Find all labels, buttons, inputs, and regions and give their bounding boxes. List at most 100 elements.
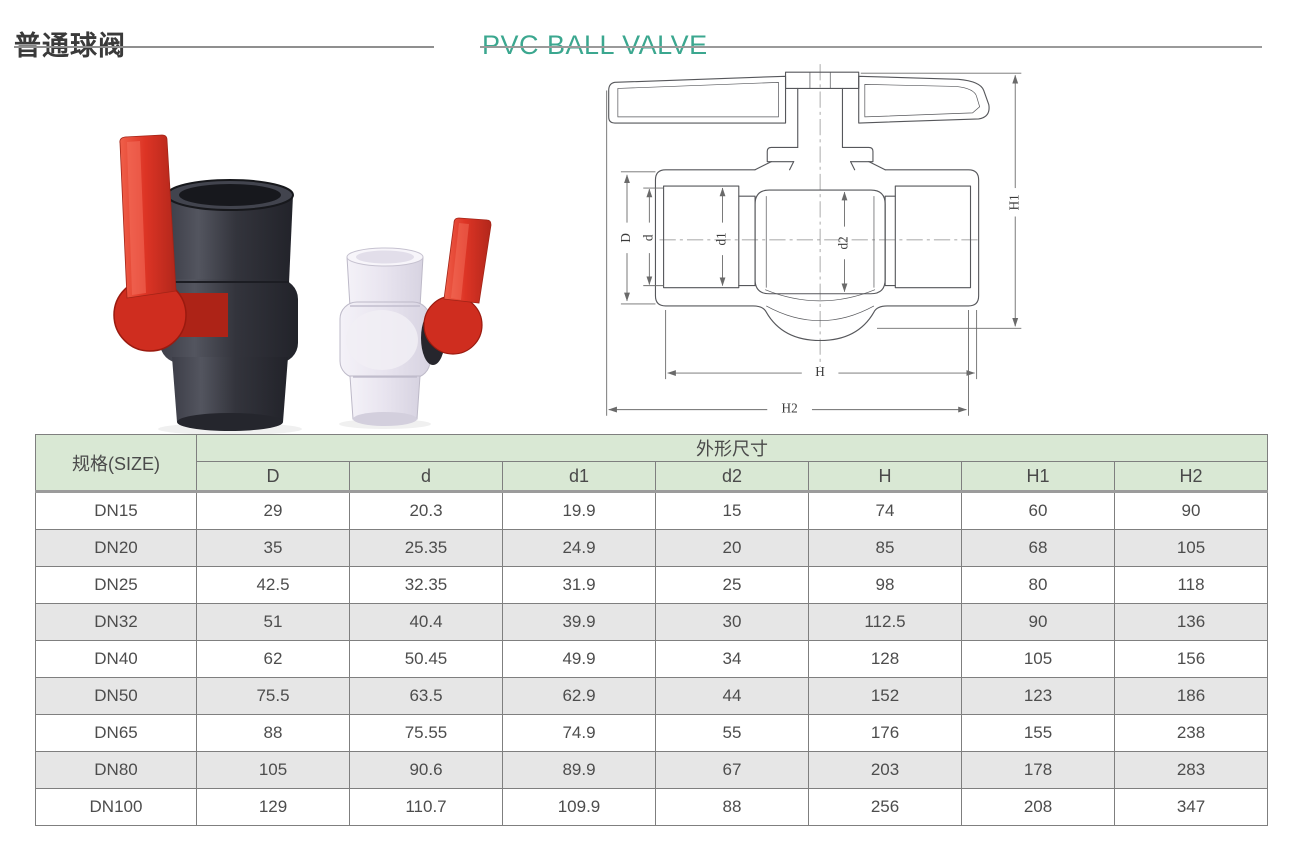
table-row: DN40 62 50.45 49.9 34 128 105 156 [35,640,1268,678]
size-cell: DN40 [35,640,197,678]
value-cell: 90 [961,603,1115,641]
value-cell: 62 [196,640,350,678]
product-photo [50,95,550,440]
title-underline-left [14,46,434,48]
value-cell: 40.4 [349,603,503,641]
value-cell: 152 [808,677,962,715]
valve-photo-svg [113,134,492,435]
value-cell: 136 [1114,603,1268,641]
value-cell: 128 [808,640,962,678]
table-row: DN100 129 110.7 109.9 88 256 208 347 [35,788,1268,826]
dim-label-d: d [640,234,655,241]
dim-label-D: D [618,233,633,243]
table-row: DN50 75.5 63.5 62.9 44 152 123 186 [35,677,1268,715]
table-row: DN20 35 25.35 24.9 20 85 68 105 [35,529,1268,567]
spec-table-body: DN15 29 20.3 19.9 15 74 60 90 DN20 35 25.35 24.9 20 8… [35,491,1268,826]
value-cell: 31.9 [502,566,656,604]
value-cell: 88 [196,714,350,752]
value-cell: 155 [961,714,1115,752]
column-header-D: D [196,461,350,493]
value-cell: 90.6 [349,751,503,789]
table-row: DN80 105 90.6 89.9 67 203 178 283 [35,751,1268,789]
dim-label-H1: H1 [1006,194,1021,210]
size-cell: DN25 [35,566,197,604]
valve-photo-dark [113,134,298,431]
value-cell: 129 [196,788,350,826]
column-header-H1: H1 [961,461,1115,493]
size-cell: DN65 [35,714,197,752]
value-cell: 74.9 [502,714,656,752]
title-underline-right [480,46,1262,48]
column-header-d1: d1 [502,461,656,493]
value-cell: 80 [961,566,1115,604]
value-cell: 178 [961,751,1115,789]
value-cell: 20 [655,529,809,567]
value-cell: 109.9 [502,788,656,826]
value-cell: 74 [808,491,962,530]
dimension-lines: D d d1 d2 H1 H H2 [606,72,1022,416]
size-cell: DN50 [35,677,197,715]
page-title-zh: 普通球阀 [14,31,126,62]
group-header-row: 规格(SIZE) 外形尺寸 [35,434,1268,493]
value-cell: 347 [1114,788,1268,826]
value-cell: 19.9 [502,491,656,530]
drawing-stem [754,87,886,171]
value-cell: 30 [655,603,809,641]
column-header-d: d [349,461,503,493]
table-row: DN32 51 40.4 39.9 30 112.5 90 136 [35,603,1268,641]
value-cell: 20.3 [349,491,503,530]
column-header-d2: d2 [655,461,809,493]
value-cell: 63.5 [349,677,503,715]
value-cell: 89.9 [502,751,656,789]
value-cell: 75.5 [196,677,350,715]
size-column-header: 规格(SIZE) [35,434,197,493]
table-row: DN65 88 75.55 74.9 55 176 155 238 [35,714,1268,752]
value-cell: 35 [196,529,350,567]
value-cell: 105 [196,751,350,789]
page-title-en: PVC BALL VALVE [482,30,708,61]
value-cell: 283 [1114,751,1268,789]
size-cell: DN15 [35,491,197,530]
dim-label-d2: d2 [836,236,851,249]
dim-label-H2: H2 [782,401,798,416]
value-cell: 50.45 [349,640,503,678]
technical-diagram: D d d1 d2 H1 H H2 [600,60,1030,434]
value-cell: 60 [961,491,1115,530]
table-row: DN15 29 20.3 19.9 15 74 60 90 [35,491,1268,530]
dimensions-group-header: 外形尺寸 [196,434,1268,462]
value-cell: 67 [655,751,809,789]
valve-photo-clear [339,217,492,426]
value-cell: 32.35 [349,566,503,604]
value-cell: 42.5 [196,566,350,604]
value-cell: 85 [808,529,962,567]
value-cell: 24.9 [502,529,656,567]
value-cell: 15 [655,491,809,530]
value-cell: 62.9 [502,677,656,715]
size-cell: DN100 [35,788,197,826]
value-cell: 39.9 [502,603,656,641]
value-cell: 256 [808,788,962,826]
value-cell: 90 [1114,491,1268,530]
value-cell: 98 [808,566,962,604]
size-cell: DN20 [35,529,197,567]
value-cell: 123 [961,677,1115,715]
value-cell: 29 [196,491,350,530]
dim-label-H: H [815,364,825,379]
column-header-H2: H2 [1114,461,1268,493]
value-cell: 55 [655,714,809,752]
value-cell: 176 [808,714,962,752]
dim-label-d1: d1 [714,232,729,245]
drawing-body [654,169,980,342]
value-cell: 88 [655,788,809,826]
value-cell: 51 [196,603,350,641]
value-cell: 105 [961,640,1115,678]
value-cell: 186 [1114,677,1268,715]
value-cell: 110.7 [349,788,503,826]
value-cell: 208 [961,788,1115,826]
drawing-handle [608,71,990,124]
value-cell: 105 [1114,529,1268,567]
table-row: DN25 42.5 32.35 31.9 25 98 80 118 [35,566,1268,604]
value-cell: 112.5 [808,603,962,641]
